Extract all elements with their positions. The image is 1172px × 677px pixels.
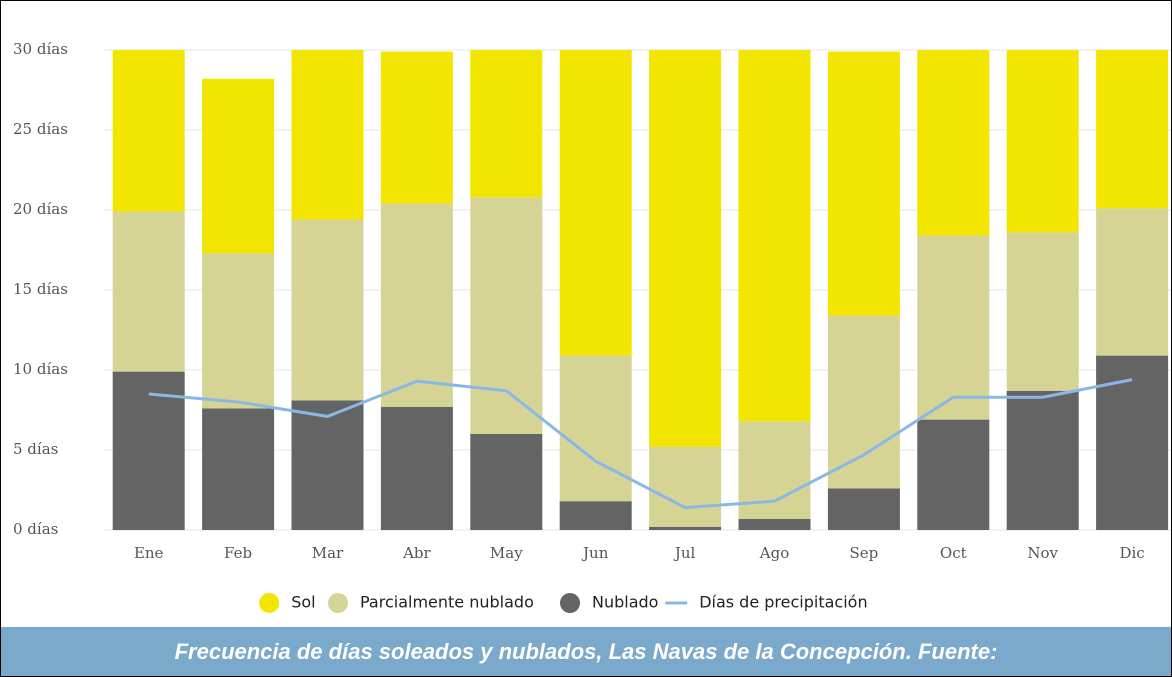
- bar-segment: [649, 50, 722, 447]
- bar-segment: [202, 253, 275, 409]
- bar-segment: [649, 446, 722, 527]
- bar-segment: [1006, 390, 1079, 530]
- bar-segment: [917, 235, 990, 420]
- bar-segment: [1006, 50, 1079, 233]
- x-tick-label: Ene: [134, 544, 164, 562]
- bar-segment: [917, 50, 990, 236]
- bar-segment: [827, 51, 900, 316]
- x-tick-label: Dic: [1119, 544, 1144, 562]
- caption: Frecuencia de días soleados y nublados, …: [1, 627, 1171, 676]
- bar-segment: [559, 501, 632, 530]
- x-tick-label: Jul: [673, 544, 696, 562]
- bar-segment: [112, 50, 185, 212]
- y-tick-label: 20 días: [13, 200, 68, 218]
- bar-segment: [827, 488, 900, 530]
- bar-segment: [827, 315, 900, 489]
- bar-segment: [559, 50, 632, 356]
- x-tick-label: Ago: [759, 544, 789, 562]
- y-tick-label: 10 días: [13, 360, 68, 378]
- bar-segment: [202, 408, 275, 530]
- bar-segment: [559, 355, 632, 502]
- x-tick-label: Abr: [402, 544, 431, 562]
- x-tick-label: Feb: [224, 544, 252, 562]
- x-tick-label: Sep: [850, 544, 879, 562]
- chart: 0 días 5 días 10 días 15 días 20 días 25 días…: [13, 40, 1171, 613]
- legend-swatch: [328, 593, 348, 613]
- legend-swatch: [259, 593, 280, 613]
- bar-segment: [380, 203, 453, 407]
- bar-segment: [1096, 355, 1169, 530]
- bar-segment: [1006, 232, 1079, 391]
- y-tick-label: 0 días: [13, 520, 58, 538]
- bar-segment: [291, 50, 364, 220]
- x-tick-label: May: [490, 544, 523, 562]
- bar-segment: [291, 400, 364, 530]
- bar-segment: [470, 50, 543, 198]
- bar-segment: [1096, 50, 1169, 209]
- x-tick-label: Mar: [312, 544, 344, 562]
- bar-segment: [470, 197, 543, 434]
- bar-segment: [112, 371, 185, 530]
- bar-segment: [112, 211, 185, 372]
- legend-swatch: [560, 593, 580, 613]
- legend-label: Nublado: [592, 593, 658, 612]
- x-tick-label: Nov: [1027, 544, 1058, 562]
- line-series: [148, 378, 1133, 510]
- y-tick-label: 30 días: [13, 40, 68, 58]
- x-tick-label: Jun: [581, 544, 609, 562]
- y-tick-label: 15 días: [13, 280, 68, 298]
- bar-segment: [380, 51, 453, 204]
- y-tick-label: 25 días: [13, 120, 68, 138]
- bar-segment: [738, 50, 811, 422]
- bar-segment: [649, 526, 722, 530]
- bar-segment: [1096, 208, 1169, 356]
- legend-label: Sol: [291, 593, 315, 612]
- x-tick-label: Oct: [940, 544, 967, 562]
- bar-segment: [202, 78, 275, 254]
- bar-segment: [738, 518, 811, 530]
- bar-segment: [380, 406, 453, 530]
- bar-segment: [470, 434, 543, 530]
- legend-label: Días de precipitación: [699, 593, 867, 612]
- legend-label: Parcialmente nublado: [360, 593, 534, 612]
- bar-segment: [917, 419, 990, 530]
- bar-segment: [291, 219, 364, 401]
- y-tick-label: 5 días: [13, 440, 58, 458]
